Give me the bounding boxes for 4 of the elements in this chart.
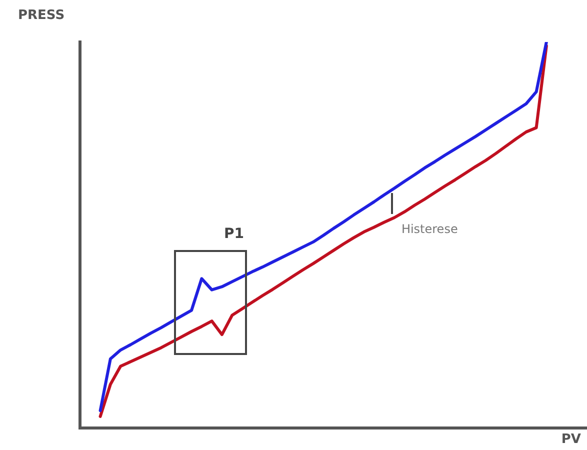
annotation: Histerese xyxy=(401,222,458,236)
annotation: P1 xyxy=(224,226,244,242)
x-axis-title: PV xyxy=(561,432,581,447)
y-axis-title: PRESS xyxy=(18,8,65,23)
